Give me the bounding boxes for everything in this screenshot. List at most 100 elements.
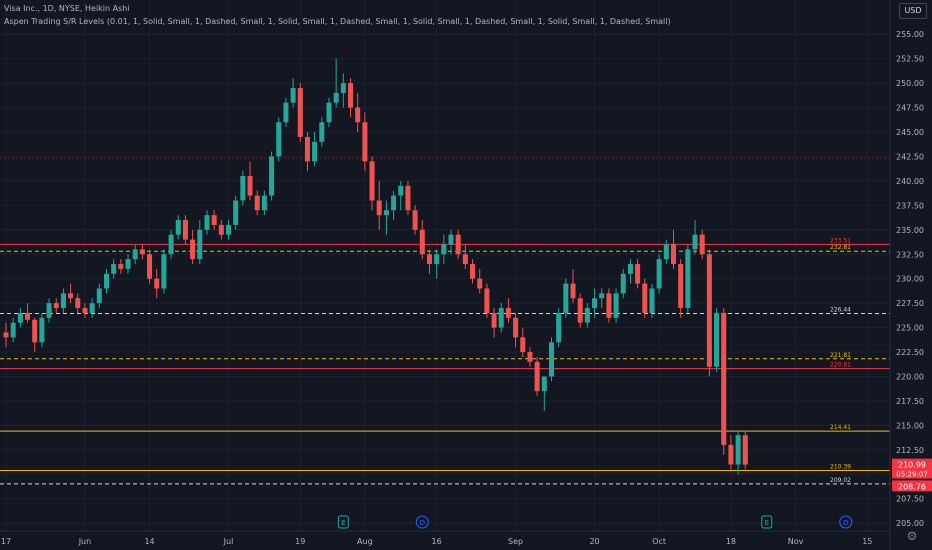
y-tick-label: 252.50	[896, 55, 924, 64]
candle-body	[89, 303, 95, 313]
candle-body	[678, 264, 684, 309]
candle-body	[663, 244, 669, 260]
candle-body	[627, 264, 633, 274]
sr-level-label: 209.02	[830, 477, 851, 484]
candle-body	[319, 122, 325, 142]
candle-body	[405, 185, 411, 211]
dividend-marker[interactable]	[839, 515, 853, 529]
sr-level-label: 214.41	[830, 424, 851, 431]
y-tick-label: 222.50	[896, 348, 924, 357]
candle-body	[513, 317, 519, 338]
candle-body	[182, 220, 188, 240]
x-tick-label: 14	[144, 537, 154, 546]
candle-body	[32, 319, 38, 343]
candle-body	[541, 376, 547, 392]
candle-body	[448, 234, 454, 245]
x-tick-label: Jun	[78, 537, 92, 546]
candle-body	[75, 298, 81, 309]
candle-body	[103, 273, 109, 289]
currency-button[interactable]: USD	[899, 3, 927, 19]
candle-body	[635, 264, 641, 284]
candle-body	[455, 234, 461, 255]
y-tick-label: 225.00	[896, 324, 924, 333]
candle-body	[25, 312, 31, 320]
candle-body	[577, 298, 583, 323]
x-tick-label: Oct	[652, 537, 666, 546]
candle-body	[132, 249, 138, 260]
candle-body	[470, 264, 476, 279]
candle-body	[139, 249, 145, 255]
candle-body	[505, 308, 511, 318]
candle-body	[728, 444, 734, 465]
candle-body	[527, 352, 533, 362]
candle-body	[125, 259, 131, 269]
candle-body	[355, 107, 361, 123]
candle-body	[333, 92, 339, 103]
candle-body	[204, 215, 210, 230]
candle-body	[563, 283, 569, 313]
earnings-marker-label: E	[765, 519, 769, 527]
candle-body	[491, 312, 497, 328]
countdown-text: 05:29:07	[896, 471, 927, 479]
candle-body	[692, 234, 698, 250]
price-axis[interactable]: 205.00207.50210.00212.50215.00217.50220.…	[896, 30, 924, 528]
candle-body	[326, 102, 332, 123]
candle-body	[96, 288, 102, 304]
sr-level-label: 220.81	[830, 362, 851, 369]
candle-body	[111, 264, 117, 274]
earnings-marker-label: E	[341, 519, 345, 527]
y-tick-label: 237.50	[896, 201, 924, 210]
candle-body	[283, 102, 289, 123]
candle-body	[376, 200, 382, 216]
candle-body	[441, 244, 447, 255]
indicator-legend[interactable]: Aspen Trading S/R Levels (0.01, 1, Solid…	[4, 17, 671, 26]
dividend-marker[interactable]	[415, 515, 429, 529]
y-tick-label: 240.00	[896, 177, 924, 186]
candle-body	[46, 303, 52, 318]
candle-body	[419, 229, 425, 255]
candle-body	[168, 234, 174, 255]
y-tick-label: 245.00	[896, 128, 924, 137]
x-tick-label: Sep	[508, 537, 523, 546]
y-tick-label: 227.50	[896, 299, 924, 308]
y-tick-label: 242.50	[896, 152, 924, 161]
candle-body	[304, 136, 310, 162]
candle-body	[247, 176, 253, 196]
price-label-text: 208.76	[898, 482, 926, 491]
candle-body	[161, 254, 167, 289]
candle-body	[211, 215, 217, 225]
y-tick-label: 230.00	[896, 275, 924, 284]
candle-body	[520, 337, 526, 353]
candle-body	[190, 239, 196, 260]
x-tick-label: Nov	[788, 537, 804, 546]
time-axis[interactable]: 17 Jun 14 Jul 19 Aug 16 Sep 20 Oct 18 Nov 15	[1, 537, 872, 546]
candle-body	[254, 195, 260, 211]
candle-body	[290, 88, 296, 103]
earnings-marker[interactable]	[337, 515, 349, 529]
candle-body	[534, 361, 540, 392]
price-label-box	[892, 480, 932, 492]
candle-body	[434, 254, 440, 265]
earnings-marker[interactable]	[761, 515, 773, 529]
candle-body	[269, 156, 275, 196]
candle-body	[154, 278, 160, 289]
candle-body	[233, 200, 239, 225]
candle-body	[297, 88, 303, 137]
gear-icon[interactable]: ⚙	[906, 529, 918, 543]
candle-body	[369, 161, 375, 201]
y-tick-label: 255.00	[896, 30, 924, 39]
candle-body	[17, 312, 23, 323]
candle-body	[584, 308, 590, 323]
candle-body	[613, 293, 619, 318]
candle-body	[312, 141, 318, 162]
candle-body	[599, 293, 605, 299]
sr-level-label: 210.39	[830, 463, 851, 470]
candle-body	[348, 83, 354, 108]
candle-body	[706, 254, 712, 367]
candle-body	[3, 332, 9, 338]
candle-body	[592, 298, 598, 309]
candle-body	[398, 185, 404, 196]
candle-body	[484, 288, 490, 313]
